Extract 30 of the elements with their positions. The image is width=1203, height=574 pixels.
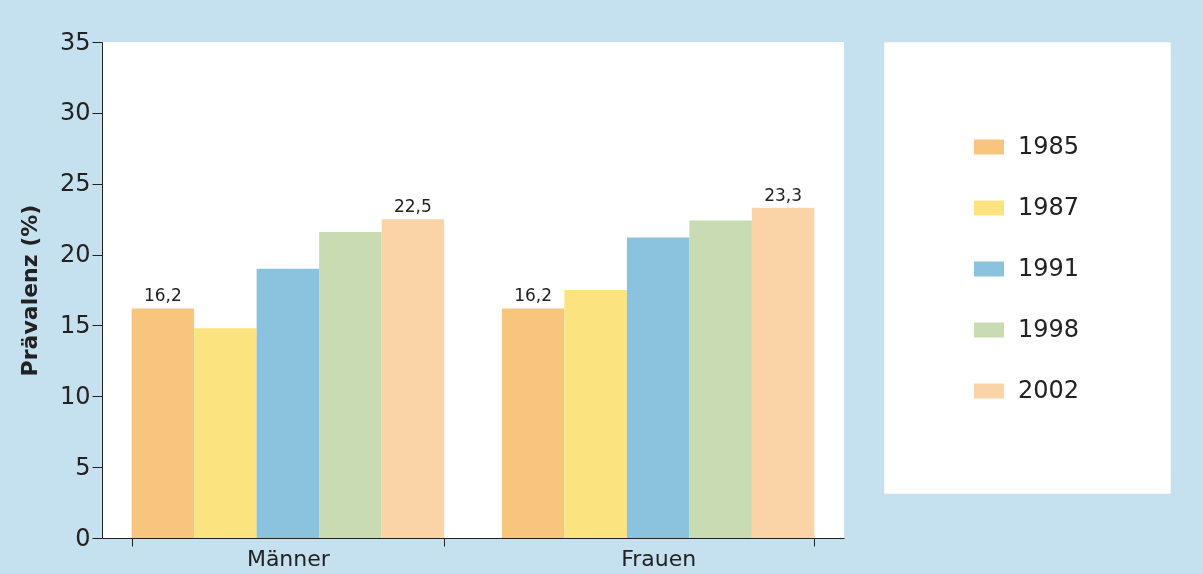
bar: [381, 219, 445, 538]
x-tick-label: Frauen: [621, 545, 697, 571]
bar: [501, 308, 565, 538]
legend-label: 1985: [1018, 132, 1080, 160]
bar: [319, 231, 382, 538]
y-axis-title: Prävalenz (%): [16, 204, 42, 377]
bar: [131, 308, 195, 538]
bar: [194, 328, 257, 538]
data-label: 16,2: [514, 285, 553, 306]
y-tick-label: 35: [59, 27, 91, 56]
legend-label: 2002: [1018, 376, 1080, 404]
y-tick-label: 30: [59, 98, 91, 127]
data-label: 23,3: [764, 184, 803, 205]
legend-label: 1998: [1018, 315, 1080, 343]
y-tick-label: 10: [59, 381, 91, 410]
y-tick-label: 5: [75, 452, 91, 481]
y-tick-label: 15: [59, 310, 91, 339]
bar: [689, 220, 752, 538]
bar: [751, 207, 815, 538]
bar: [564, 290, 627, 538]
bar: [626, 237, 690, 538]
y-tick-label: 0: [75, 523, 91, 552]
bar: [256, 268, 320, 538]
data-label: 16,2: [143, 285, 182, 306]
data-label: 22,5: [393, 196, 432, 217]
y-tick-label: 20: [59, 240, 91, 269]
x-tick-label: Männer: [246, 545, 331, 571]
legend-label: 1987: [1018, 193, 1080, 221]
y-tick-label: 25: [59, 169, 91, 198]
legend-label: 1991: [1018, 254, 1080, 282]
